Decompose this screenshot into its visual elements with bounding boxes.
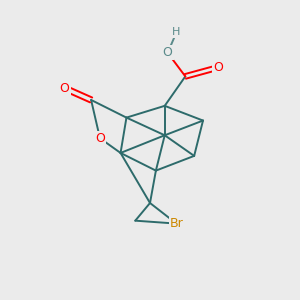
- Text: O: O: [213, 61, 223, 74]
- Text: Br: Br: [169, 217, 183, 230]
- Text: O: O: [95, 132, 105, 145]
- Text: O: O: [60, 82, 70, 95]
- Text: O: O: [163, 46, 172, 59]
- Text: H: H: [172, 27, 181, 37]
